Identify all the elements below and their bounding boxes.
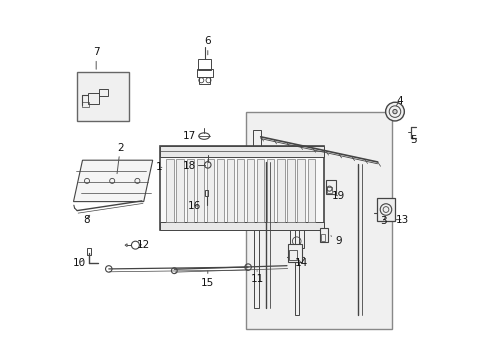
Bar bbox=[320, 234, 325, 241]
Text: 15: 15 bbox=[201, 271, 214, 288]
Text: 5: 5 bbox=[409, 135, 416, 145]
Text: 9: 9 bbox=[330, 236, 342, 246]
Text: 19: 19 bbox=[331, 191, 345, 201]
Bar bbox=[325, 180, 335, 194]
Text: 4: 4 bbox=[395, 96, 402, 106]
Bar bbox=[253, 130, 261, 148]
Bar bbox=[252, 212, 263, 230]
Text: 10: 10 bbox=[72, 258, 85, 268]
Bar bbox=[216, 159, 224, 222]
Bar bbox=[199, 77, 210, 84]
Circle shape bbox=[392, 109, 396, 114]
Text: 2: 2 bbox=[117, 143, 123, 174]
Text: 12: 12 bbox=[136, 240, 149, 250]
Bar bbox=[77, 72, 129, 121]
Bar bbox=[253, 184, 257, 191]
Bar bbox=[198, 59, 211, 70]
Bar bbox=[291, 200, 302, 212]
Bar bbox=[266, 159, 274, 222]
Bar bbox=[81, 102, 89, 107]
Text: 16: 16 bbox=[187, 201, 200, 211]
Polygon shape bbox=[73, 160, 152, 202]
Bar bbox=[196, 159, 203, 222]
Bar bbox=[88, 93, 99, 104]
Bar bbox=[257, 159, 264, 222]
Bar bbox=[160, 146, 323, 157]
Circle shape bbox=[385, 102, 404, 121]
Text: 11: 11 bbox=[250, 271, 263, 284]
Bar bbox=[287, 159, 294, 222]
Text: 14: 14 bbox=[294, 258, 307, 268]
Bar bbox=[277, 159, 284, 222]
Bar bbox=[262, 160, 275, 169]
Text: 17: 17 bbox=[183, 131, 199, 141]
Bar bbox=[166, 159, 173, 222]
Bar bbox=[204, 190, 208, 196]
Text: 3: 3 bbox=[379, 216, 386, 226]
Text: 13: 13 bbox=[395, 215, 408, 225]
Text: 1: 1 bbox=[155, 162, 162, 172]
Bar bbox=[176, 159, 183, 222]
Bar bbox=[326, 187, 332, 193]
Bar bbox=[87, 248, 91, 255]
Bar bbox=[99, 89, 107, 96]
Bar bbox=[160, 146, 323, 230]
Bar bbox=[289, 230, 303, 248]
Bar bbox=[288, 250, 296, 260]
Bar bbox=[226, 159, 234, 222]
Bar bbox=[253, 176, 262, 191]
Bar bbox=[307, 159, 314, 222]
Bar bbox=[377, 198, 394, 221]
Bar bbox=[320, 228, 327, 242]
Bar bbox=[186, 159, 193, 222]
Text: 8: 8 bbox=[82, 215, 89, 225]
Bar bbox=[254, 200, 258, 308]
Bar bbox=[294, 207, 298, 315]
Bar bbox=[197, 69, 212, 77]
Text: 6: 6 bbox=[204, 36, 211, 55]
Text: 18: 18 bbox=[183, 161, 199, 171]
Bar bbox=[160, 222, 323, 230]
Bar bbox=[297, 159, 304, 222]
Bar bbox=[246, 112, 391, 329]
Bar bbox=[288, 244, 302, 262]
Bar bbox=[246, 159, 254, 222]
Bar bbox=[206, 159, 214, 222]
Bar bbox=[237, 159, 244, 222]
Text: 7: 7 bbox=[93, 47, 99, 69]
